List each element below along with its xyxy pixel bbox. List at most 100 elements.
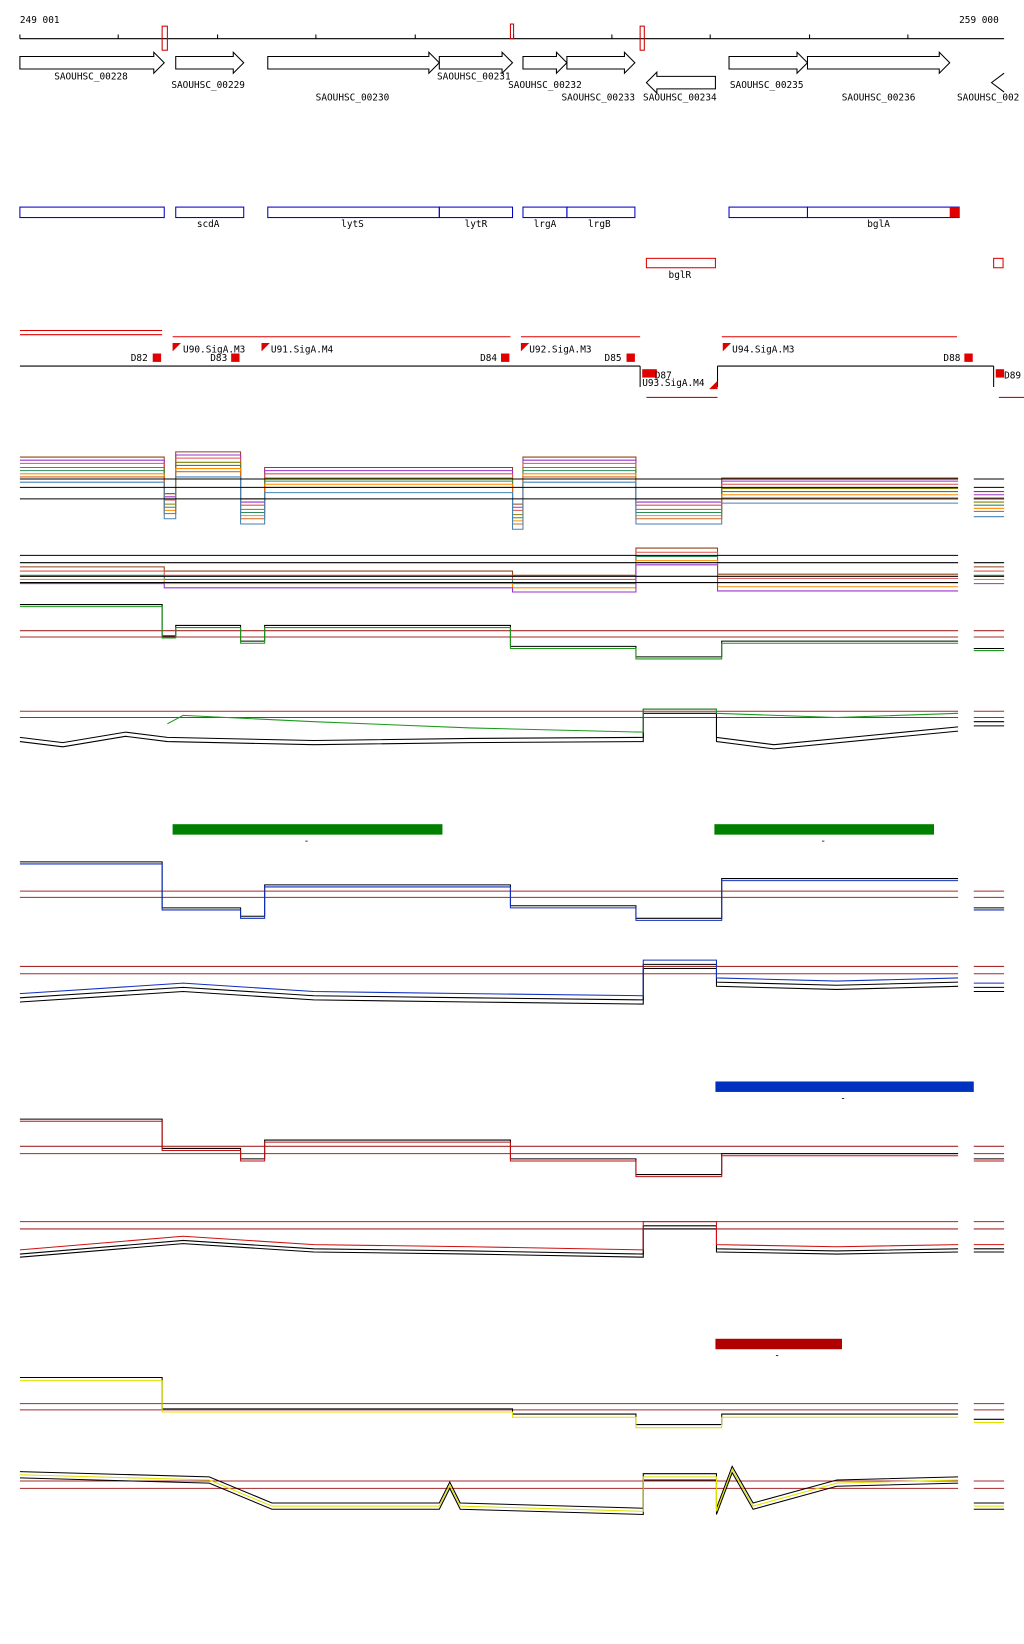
element-label: U91.SigA.M4 <box>271 344 334 355</box>
element-label: U94.SigA.M3 <box>732 344 794 355</box>
element-label: D83 <box>210 353 227 364</box>
expression-panel <box>19 1376 1005 1429</box>
operon-label: lrgB <box>588 219 611 230</box>
operon-label: lrgA <box>534 219 557 230</box>
operon-box <box>993 257 1004 269</box>
gene-label: SAOUHSC_00229 <box>171 80 245 91</box>
gene-arrow <box>806 51 951 75</box>
bar-label: - <box>774 1351 780 1362</box>
promoter <box>172 343 181 352</box>
element-label: D84 <box>480 353 497 364</box>
condition-bar <box>714 824 935 835</box>
trace <box>19 712 1005 750</box>
trace <box>19 1380 1005 1429</box>
promoter <box>520 343 530 352</box>
terminator <box>501 353 510 362</box>
operon-label: bglR <box>669 270 692 281</box>
reference-line <box>19 1221 1005 1230</box>
element-label: D87 <box>655 371 672 382</box>
terminator <box>152 353 162 362</box>
element-label: U92.SigA.M3 <box>529 344 591 355</box>
trace <box>19 1465 1005 1509</box>
expression-panel <box>19 861 1005 921</box>
trace <box>19 606 1005 660</box>
operon-box <box>522 206 568 219</box>
gene-label: SAOUHSC_00235 <box>730 80 804 91</box>
expression-panel <box>19 547 1005 593</box>
reference-line <box>19 1480 1005 1489</box>
gene-label: SAOUHSC_00233 <box>561 92 635 103</box>
element-label: D85 <box>605 353 622 364</box>
expression-panel <box>19 1465 1005 1516</box>
operon-box <box>438 206 514 219</box>
operon-label: scdA <box>197 219 220 230</box>
trace <box>19 1228 1005 1258</box>
element-label: U90.SigA.M3 <box>183 344 245 355</box>
gene-arrows <box>19 51 1005 95</box>
expression-panel <box>19 959 1005 1005</box>
gene-label: SAOUHSC_00231 <box>437 71 511 82</box>
reference-line <box>19 890 1005 898</box>
trace <box>19 1120 1005 1178</box>
operon-label: lytR <box>465 219 488 230</box>
gene-label: SAOUHSC_002 <box>957 92 1019 103</box>
bar-label: - <box>304 836 310 847</box>
gene-arrow <box>728 51 809 75</box>
gene-arrow <box>566 51 636 75</box>
element-label: U93.SigA.M4 <box>642 378 705 389</box>
ruler-marker <box>161 25 168 51</box>
trace <box>19 551 1005 580</box>
reference-line <box>19 1403 1005 1411</box>
reference-line <box>19 478 1005 500</box>
terminator <box>626 353 635 362</box>
terminator <box>642 369 657 378</box>
promoter <box>709 380 718 390</box>
promoter <box>722 343 732 352</box>
trace <box>19 959 1005 997</box>
region-lines <box>19 329 1024 398</box>
gene-label: SAOUHSC_00228 <box>54 71 128 82</box>
bar-label: - <box>820 836 826 847</box>
gene-label: SAOUHSC_00234 <box>643 92 717 103</box>
element-label: D82 <box>131 353 148 364</box>
operon-label: lytS <box>341 219 364 230</box>
ruler-end: 259 000 <box>959 15 999 26</box>
operon-box <box>806 206 960 219</box>
operon-box <box>728 206 808 219</box>
reference-line <box>19 965 1005 975</box>
element-label: D88 <box>943 353 960 364</box>
gene-arrow <box>175 51 245 75</box>
reference-line <box>19 1145 1005 1155</box>
trace <box>19 555 1005 585</box>
condition-bar <box>172 824 443 835</box>
trace <box>19 1225 1005 1255</box>
gene-arrow <box>19 51 165 75</box>
operon-marker <box>949 207 960 218</box>
ruler-marker <box>509 23 515 40</box>
bar-label: - <box>840 1093 846 1104</box>
terminator <box>231 353 240 362</box>
gene-label: SAOUHSC_00230 <box>316 92 390 103</box>
expression-panel <box>19 708 1005 750</box>
trace <box>19 863 1005 921</box>
reference-line <box>19 554 1005 584</box>
element-label: D89 <box>1004 371 1021 382</box>
terminator <box>964 353 973 362</box>
ruler-start: 249 001 <box>20 15 60 26</box>
gene-arrow <box>645 70 716 95</box>
terminator <box>995 369 1005 378</box>
operon-boxes <box>19 206 960 219</box>
reference-line <box>19 630 1005 638</box>
operon-box <box>566 206 636 219</box>
trace <box>19 1221 1005 1251</box>
gene-arrow <box>267 51 441 75</box>
trace <box>19 547 1005 576</box>
expression-panel <box>19 1221 1005 1258</box>
operon-box <box>645 257 716 269</box>
condition-bar <box>715 1338 842 1350</box>
promoter <box>261 343 270 352</box>
gene-label: SAOUHSC_00232 <box>508 80 582 91</box>
gene-arrow <box>990 72 1005 93</box>
gene-arrow <box>522 51 568 75</box>
